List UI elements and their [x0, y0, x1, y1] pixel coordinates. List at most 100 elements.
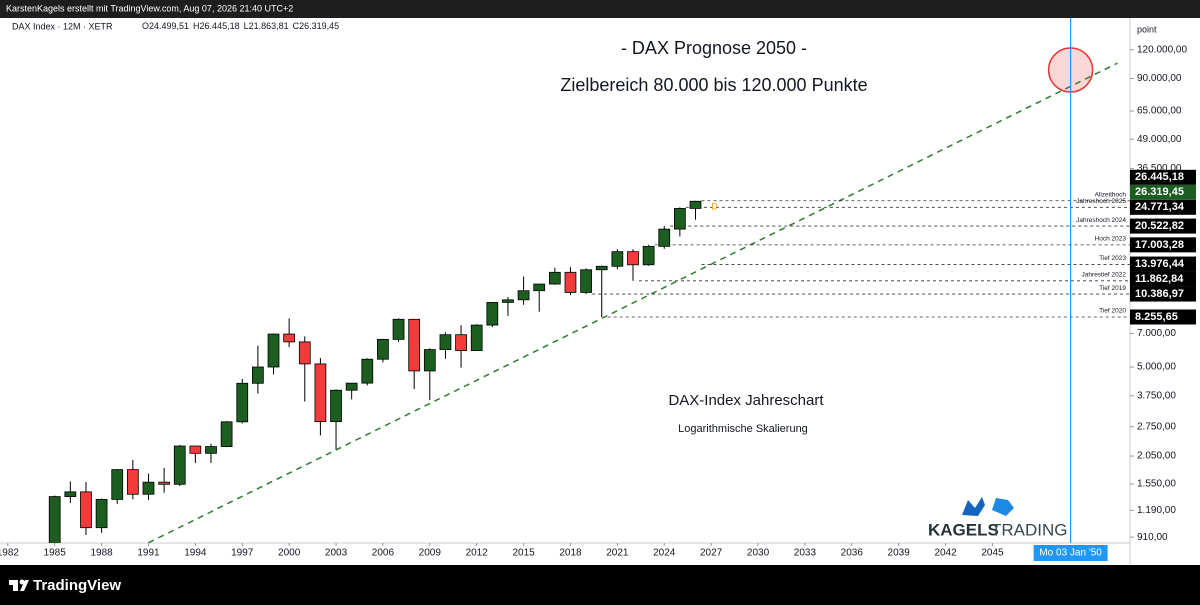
footer-bar: [0, 565, 1200, 605]
candle-body: [314, 363, 327, 423]
chart-area: [0, 18, 1200, 565]
price-label-box: [1130, 286, 1196, 302]
x-tick-label: 2021: [606, 548, 629, 559]
candle-body: [392, 318, 405, 340]
header-bar: [0, 0, 1200, 18]
x-tick-label: 2018: [559, 548, 582, 559]
candle-body: [658, 228, 671, 247]
level-note: Jahreshoch 2025: [1076, 198, 1126, 205]
y-tick-label: 90.000,00: [1137, 73, 1182, 84]
candle-body: [642, 245, 655, 266]
price-label-box: [1130, 271, 1196, 287]
candle-body: [80, 491, 92, 529]
price-label-box: [1130, 309, 1196, 325]
y-tick-label: 36.500,00: [1137, 163, 1182, 174]
y-tick-label: 49.000,00: [1137, 134, 1182, 145]
price-label: 26.319,45: [1135, 186, 1184, 198]
watermark-light: TRADING: [991, 520, 1068, 539]
level-note: Jahreshoch 2024: [1076, 217, 1126, 224]
candle-body: [142, 481, 155, 495]
x-tick-label: 1982: [0, 548, 19, 559]
candle-body: [580, 269, 592, 293]
ohlc-value: C26.319,45: [293, 21, 340, 31]
crosshair-label-box: [1033, 545, 1108, 561]
candle-body: [517, 290, 530, 301]
ohlc-legend: O24.499,51 H26.445,18 L21.863,81 C26.319,45: [142, 21, 339, 31]
candle-body: [173, 445, 186, 485]
x-tick-label: 1988: [90, 548, 113, 559]
x-tick-label: 2033: [794, 548, 817, 559]
candle-body: [252, 366, 264, 384]
footer-logo: [9, 579, 29, 591]
trend-line: [148, 62, 1118, 543]
x-tick-label: 2000: [278, 548, 301, 559]
dividend-marker: D: [711, 202, 718, 212]
y-tick-label: 120.000,00: [1137, 44, 1187, 55]
price-label: 20.522,82: [1135, 220, 1184, 232]
y-tick-label: 5.000,00: [1137, 362, 1176, 373]
candle-body: [423, 349, 436, 372]
y-tick-label: 65.000,00: [1137, 106, 1182, 117]
level-note: Jahrestief 2022: [1082, 272, 1127, 279]
candle-body: [439, 334, 452, 350]
x-tick-label: 2006: [372, 548, 395, 559]
price-label-box: [1130, 218, 1196, 234]
y-tick-label: 2.050,00: [1137, 451, 1176, 462]
candle-body: [48, 496, 61, 543]
annotation: Logarithmische Skalierung: [678, 423, 808, 435]
x-tick-label: 2036: [841, 548, 864, 559]
watermark-logo: KAGELS TRADING: [928, 497, 1068, 539]
x-tick-label: 1985: [44, 548, 67, 559]
candle-body: [361, 358, 374, 384]
footer-brand: TradingView: [33, 577, 121, 594]
x-tick-label: 1991: [137, 548, 160, 559]
symbol-legend: DAX Index · 12M · XETR: [12, 21, 113, 31]
x-tick-label: 1997: [231, 548, 254, 559]
price-label: 17.003,28: [1135, 239, 1184, 251]
candle-body: [220, 421, 233, 447]
price-label: 24.771,34: [1135, 201, 1185, 213]
level-note: Hoch 2023: [1095, 236, 1127, 243]
candle-body: [502, 299, 514, 303]
y-tick-label: 7.000,00: [1137, 328, 1176, 339]
candle-body: [189, 445, 202, 454]
annotation: DAX-Index Jahreschart: [668, 392, 824, 409]
y-tick-label: 2.750,00: [1137, 421, 1176, 432]
candle-body: [486, 302, 499, 326]
candle-body: [64, 491, 77, 497]
candle-body: [533, 283, 546, 292]
level-note: Tief 2023: [1099, 255, 1126, 262]
candle-body: [455, 334, 467, 351]
candle-body: [158, 481, 170, 485]
candle-body: [611, 251, 624, 267]
level-note: Tief 2019: [1099, 285, 1126, 292]
candle-body: [564, 271, 577, 293]
y-unit: point: [1137, 24, 1157, 34]
x-tick-label: 2024: [653, 548, 676, 559]
x-tick-label: 2015: [512, 548, 535, 559]
ohlc-value: L21.863,81: [244, 21, 289, 31]
candle-body: [267, 333, 280, 368]
x-tick-label: 2009: [419, 548, 442, 559]
price-label: 13.976,44: [1135, 258, 1185, 270]
price-label: 11.862,84: [1135, 273, 1184, 285]
price-label-box: [1130, 237, 1196, 253]
candle-body: [95, 498, 108, 529]
y-tick-label: 1.190,00: [1137, 505, 1176, 516]
candle-body: [126, 469, 139, 495]
price-label-box: [1130, 169, 1196, 185]
candle-body: [595, 265, 608, 271]
candle-body: [330, 389, 342, 423]
x-tick-label: 2039: [888, 548, 911, 559]
chart-subtitle: Zielbereich 80.000 bis 120.000 Punkte: [560, 75, 867, 95]
x-tick-label: 2030: [747, 548, 770, 559]
ohlc-value: O24.499,51: [142, 21, 189, 31]
header-text: KarstenKagels erstellt mit TradingView.c…: [6, 3, 293, 13]
y-tick-label: 3.750,00: [1137, 390, 1176, 401]
candle-body: [205, 446, 217, 454]
y-tick-label: 910,00: [1137, 532, 1168, 543]
level-note: Allzeithoch: [1095, 191, 1127, 198]
candle-body: [298, 341, 311, 365]
level-note: Tief 2020: [1099, 308, 1126, 315]
